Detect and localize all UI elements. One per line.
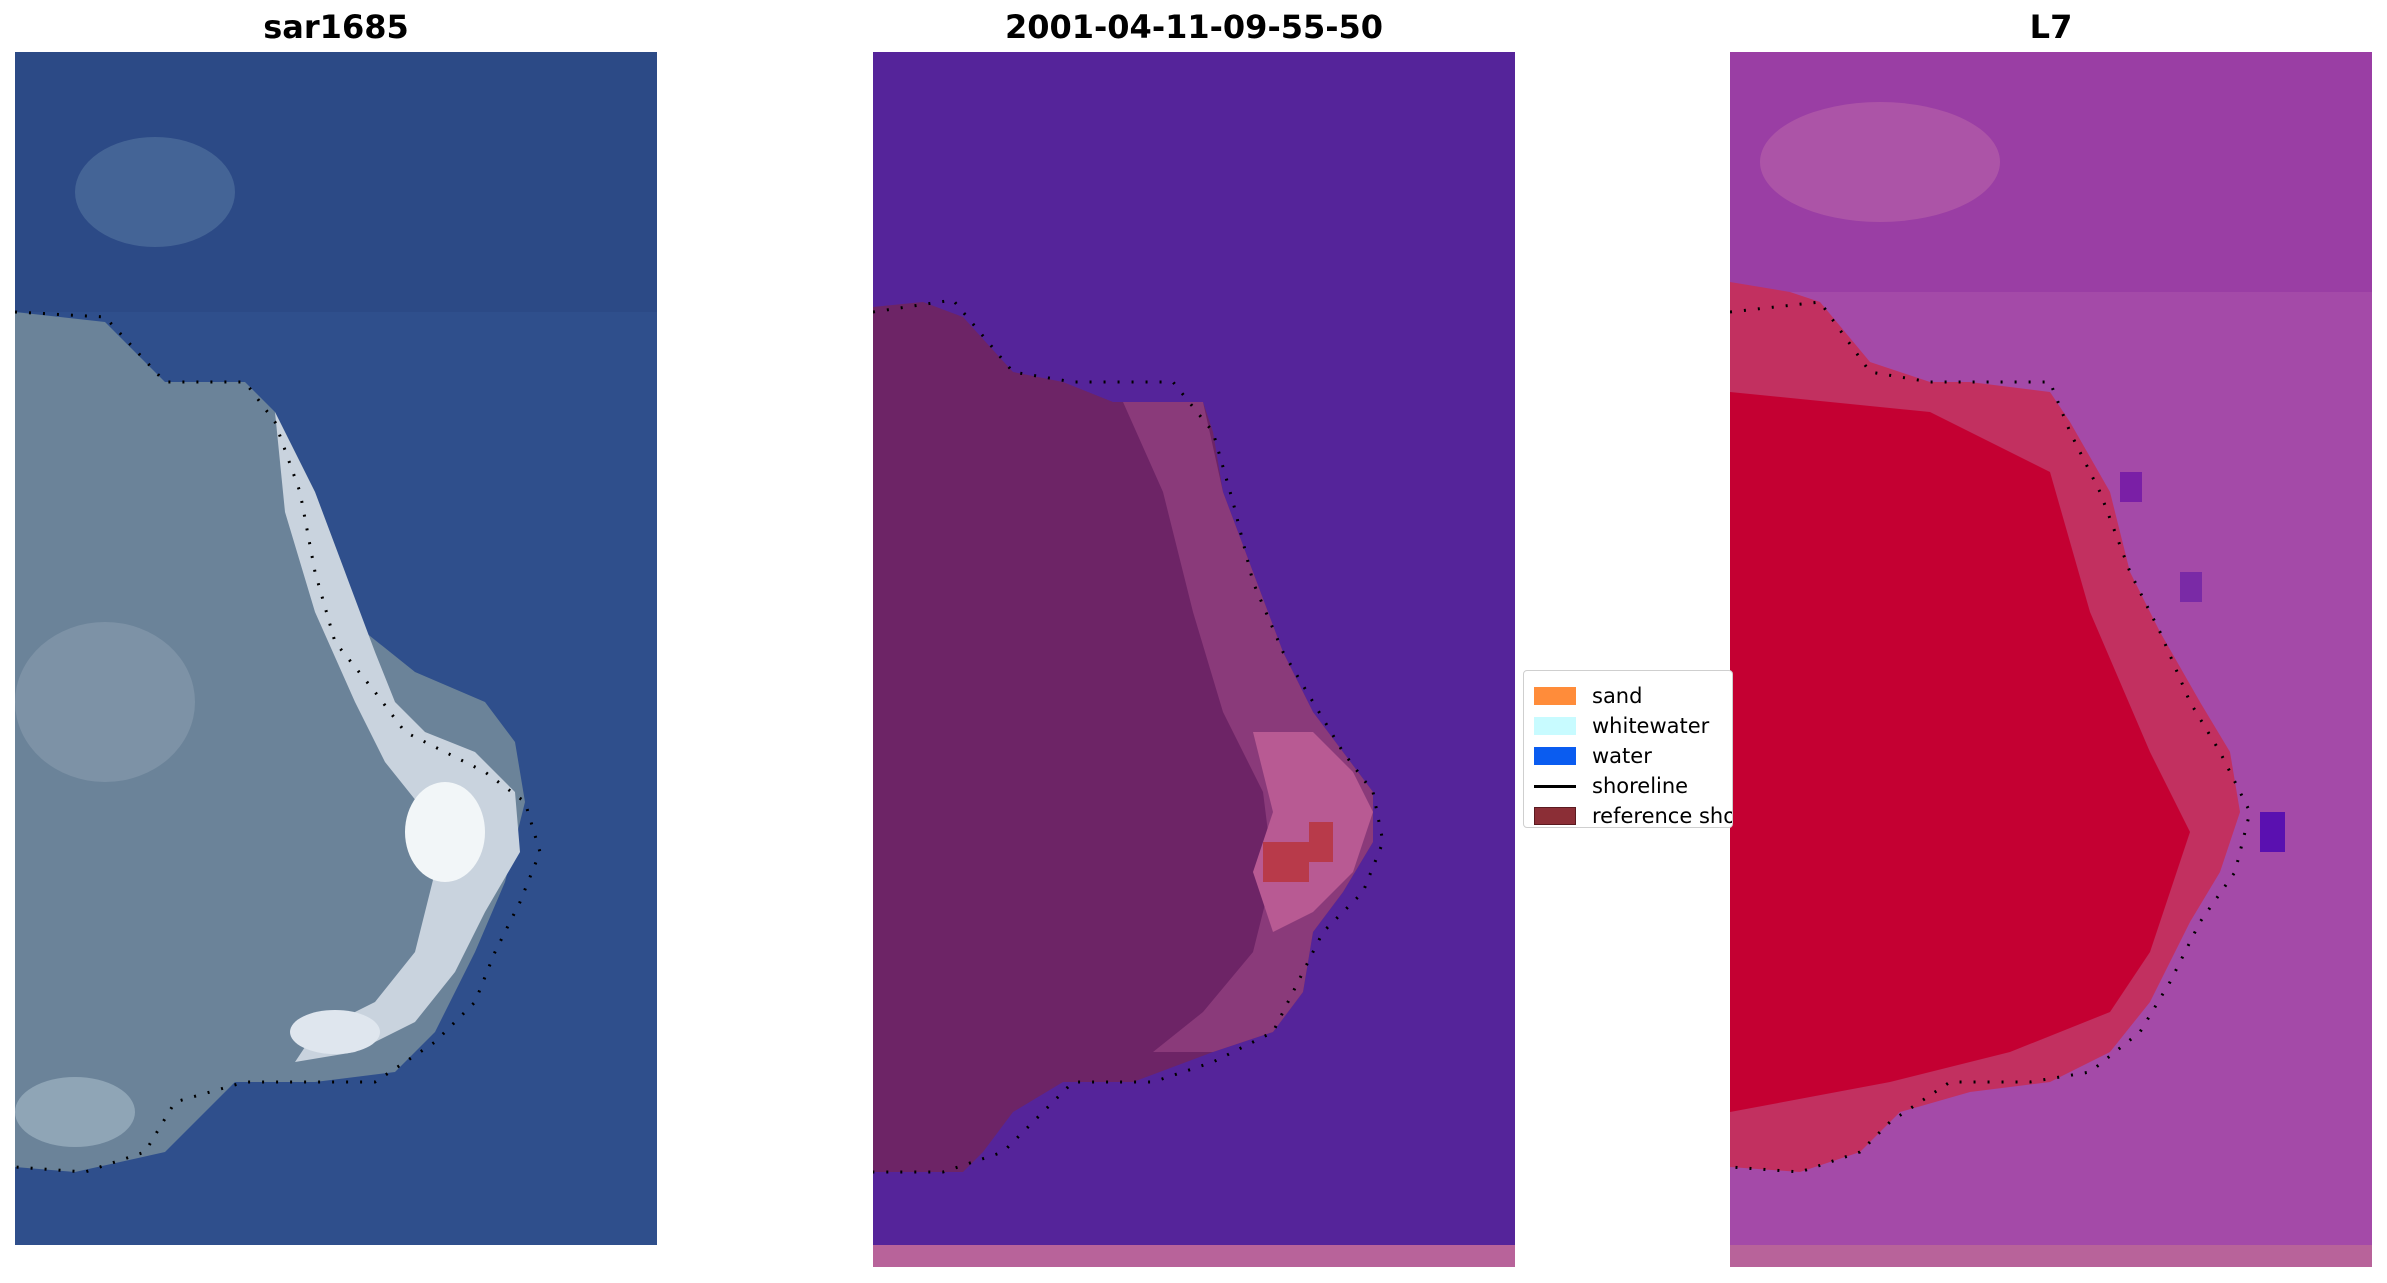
- panel-title-classification: 2001-04-11-09-55-50: [1004, 8, 1384, 46]
- legend: sand whitewater water shoreline referenc…: [1523, 670, 1733, 828]
- legend-label: reference shoreline: [1592, 804, 1732, 828]
- rgb-image: [15, 52, 657, 1245]
- legend-item-reference-shoreline: reference shoreline: [1534, 801, 1732, 828]
- index-image: [1730, 52, 2372, 1267]
- legend-label: water: [1592, 744, 1652, 768]
- classification-panel: [873, 52, 1515, 1267]
- reference-shoreline-swatch: [1534, 807, 1576, 825]
- legend-item-shoreline: shoreline: [1534, 771, 1688, 801]
- shoreline-index: [1730, 300, 2252, 1174]
- legend-item-sand: sand: [1534, 681, 1642, 711]
- classification-image: [873, 52, 1515, 1267]
- legend-label: whitewater: [1592, 714, 1710, 738]
- legend-item-whitewater: whitewater: [1534, 711, 1709, 741]
- whitewater-swatch: [1534, 717, 1576, 735]
- legend-label: shoreline: [1592, 774, 1689, 798]
- sand-swatch: [1534, 687, 1576, 705]
- panel-title-rgb: sar1685: [263, 8, 409, 46]
- shoreline-line-swatch: [1534, 784, 1576, 788]
- legend-label: sand: [1592, 684, 1643, 708]
- legend-item-water: water: [1534, 741, 1652, 771]
- index-image-panel: [1730, 52, 2372, 1267]
- panel-title-index: L7: [2029, 8, 2073, 46]
- rgb-image-panel: [15, 52, 657, 1245]
- shoreline-rgb: [15, 310, 542, 1174]
- water-swatch: [1534, 747, 1576, 765]
